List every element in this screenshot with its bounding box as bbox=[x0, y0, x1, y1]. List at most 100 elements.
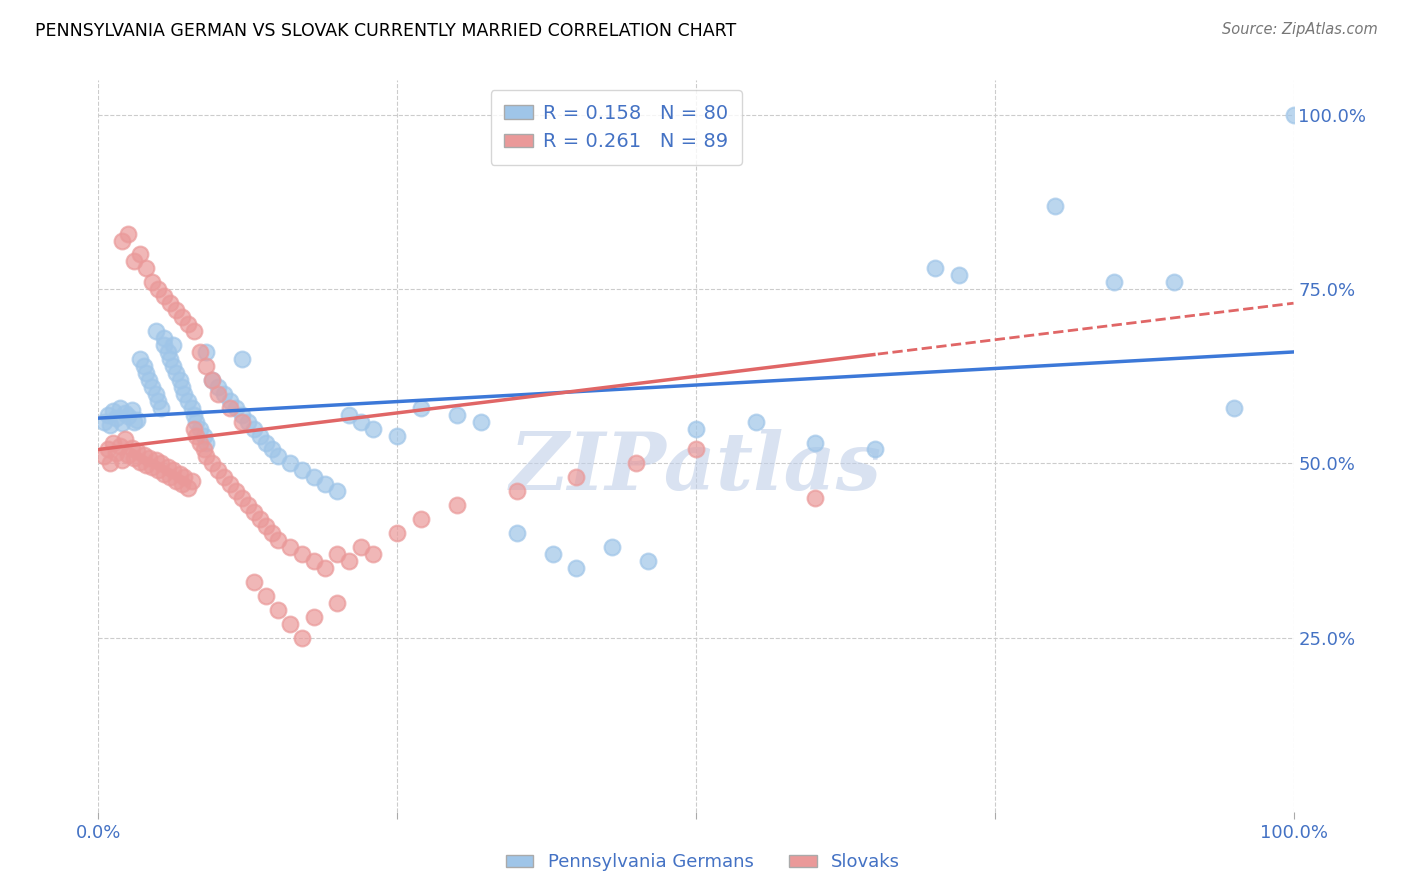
Point bbox=[159, 351, 181, 366]
Point bbox=[1223, 401, 1246, 415]
Point bbox=[254, 519, 277, 533]
Point bbox=[183, 421, 205, 435]
Point bbox=[111, 453, 134, 467]
Point bbox=[188, 435, 211, 450]
Point bbox=[804, 491, 827, 506]
Point bbox=[565, 561, 588, 575]
Point bbox=[385, 428, 409, 442]
Point bbox=[249, 512, 271, 526]
Point bbox=[219, 477, 242, 491]
Point bbox=[129, 455, 152, 469]
Point bbox=[1043, 199, 1066, 213]
Point bbox=[124, 415, 146, 429]
Point bbox=[188, 421, 211, 435]
Point bbox=[254, 589, 277, 603]
Point bbox=[108, 439, 131, 453]
Point bbox=[114, 406, 136, 420]
Point bbox=[278, 616, 301, 631]
Point bbox=[804, 435, 827, 450]
Point bbox=[411, 512, 433, 526]
Point bbox=[141, 380, 163, 394]
Point bbox=[236, 498, 259, 512]
Point bbox=[291, 547, 314, 561]
Point bbox=[188, 345, 211, 359]
Point bbox=[186, 428, 208, 442]
Point bbox=[138, 450, 160, 465]
Point bbox=[159, 296, 181, 310]
Point bbox=[363, 421, 385, 435]
Point bbox=[315, 561, 337, 575]
Point bbox=[98, 418, 122, 433]
Point bbox=[129, 351, 152, 366]
Point bbox=[153, 338, 176, 352]
Point bbox=[121, 402, 143, 417]
Point bbox=[121, 441, 143, 455]
Point bbox=[135, 366, 157, 380]
Point bbox=[165, 303, 187, 318]
Point bbox=[124, 254, 146, 268]
Point bbox=[101, 435, 124, 450]
Point bbox=[183, 408, 205, 422]
Point bbox=[278, 457, 301, 471]
Point bbox=[117, 448, 139, 462]
Point bbox=[267, 533, 290, 547]
Point bbox=[1104, 275, 1126, 289]
Point bbox=[291, 463, 314, 477]
Point bbox=[385, 526, 409, 541]
Point bbox=[180, 401, 202, 415]
Point bbox=[169, 373, 191, 387]
Point bbox=[135, 261, 157, 276]
Point bbox=[138, 373, 160, 387]
Point bbox=[195, 359, 218, 373]
Point bbox=[159, 470, 181, 484]
Point bbox=[565, 470, 588, 484]
Point bbox=[267, 450, 290, 464]
Point bbox=[162, 359, 184, 373]
Point bbox=[149, 401, 172, 415]
Point bbox=[193, 428, 215, 442]
Point bbox=[93, 450, 115, 464]
Point bbox=[446, 408, 468, 422]
Point bbox=[865, 442, 887, 457]
Point bbox=[207, 386, 229, 401]
Point bbox=[114, 432, 136, 446]
Point bbox=[165, 474, 187, 488]
Point bbox=[207, 463, 229, 477]
Point bbox=[231, 415, 253, 429]
Point bbox=[132, 448, 155, 462]
Point bbox=[129, 247, 152, 261]
Point bbox=[291, 631, 314, 645]
Point bbox=[602, 540, 624, 554]
Point bbox=[243, 574, 266, 589]
Point bbox=[162, 338, 184, 352]
Point bbox=[195, 345, 218, 359]
Point bbox=[236, 415, 259, 429]
Point bbox=[156, 345, 179, 359]
Point bbox=[637, 554, 659, 568]
Point bbox=[149, 457, 172, 471]
Point bbox=[626, 457, 648, 471]
Point bbox=[132, 359, 155, 373]
Point bbox=[302, 554, 325, 568]
Text: PENNSYLVANIA GERMAN VS SLOVAK CURRENTLY MARRIED CORRELATION CHART: PENNSYLVANIA GERMAN VS SLOVAK CURRENTLY … bbox=[35, 22, 737, 40]
Point bbox=[254, 435, 277, 450]
Point bbox=[231, 491, 253, 506]
Point bbox=[231, 408, 253, 422]
Point bbox=[745, 415, 768, 429]
Point bbox=[326, 547, 349, 561]
Point bbox=[339, 408, 361, 422]
Point bbox=[105, 411, 128, 425]
Point bbox=[172, 477, 194, 491]
Point bbox=[141, 275, 163, 289]
Point bbox=[219, 393, 242, 408]
Point bbox=[183, 324, 205, 338]
Point bbox=[173, 470, 195, 484]
Point bbox=[363, 547, 385, 561]
Point bbox=[302, 609, 325, 624]
Point bbox=[411, 401, 433, 415]
Point bbox=[207, 380, 229, 394]
Point bbox=[177, 481, 200, 495]
Point bbox=[212, 470, 235, 484]
Point bbox=[141, 459, 163, 474]
Point bbox=[260, 526, 283, 541]
